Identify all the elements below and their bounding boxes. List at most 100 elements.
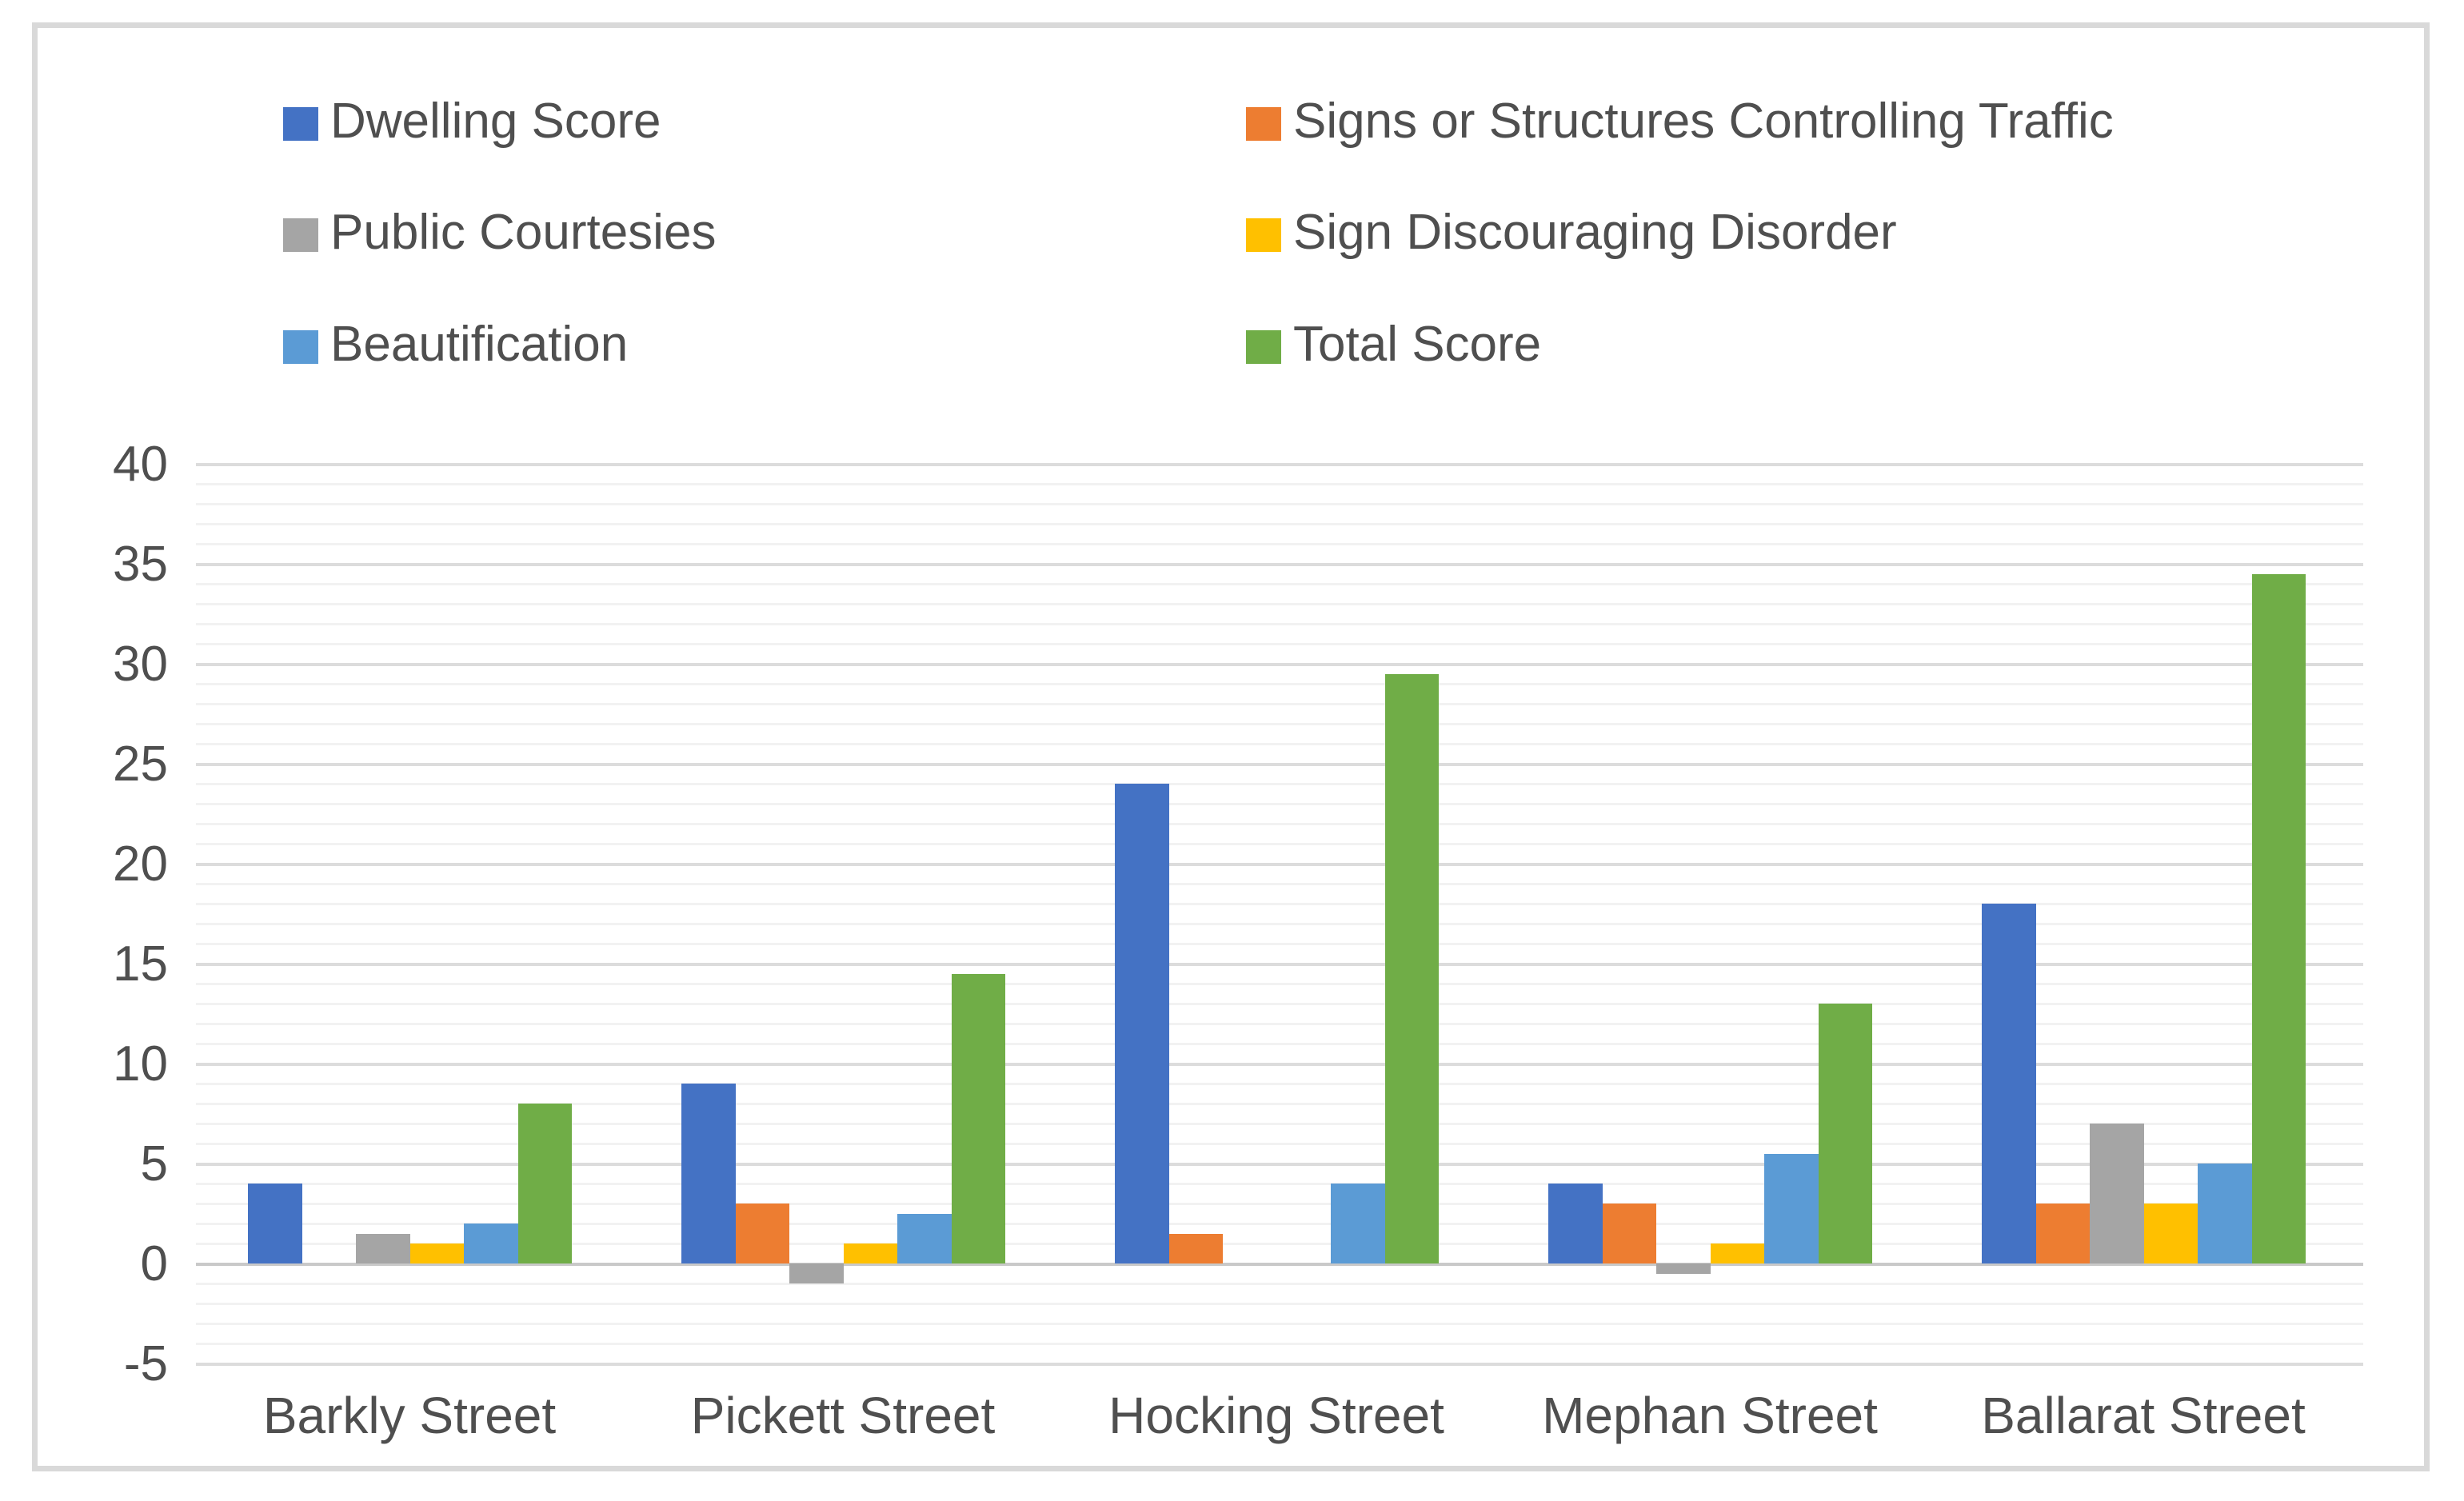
y-tick-label-40: 40 [113, 437, 168, 492]
x-category-label-mephan-street: Mephan Street [1542, 1387, 1878, 1444]
minor-gridline-y38 [196, 503, 2363, 505]
major-gridline-y25 [196, 763, 2363, 766]
minor-gridline-y1 [196, 1243, 2363, 1245]
legend-label-sign-discouraging-disorder: Sign Discouraging Disorder [1293, 205, 1897, 260]
minor-gridline-y16 [196, 943, 2363, 945]
minor-gridline-y31 [196, 643, 2363, 645]
minor-gridline-y6 [196, 1143, 2363, 1145]
bar-sign-discouraging-disorder-mephan-street [1710, 1244, 1764, 1263]
minor-gridline-y18 [196, 903, 2363, 905]
minor-gridline-y12 [196, 1023, 2363, 1025]
bar-beautification-barkly-street [464, 1224, 518, 1263]
minor-gridline-y-2 [196, 1303, 2363, 1305]
y-tick-label-5: 5 [140, 1136, 168, 1192]
legend-item-beautification: Beautification [283, 320, 628, 369]
minor-gridline-y13 [196, 1003, 2363, 1005]
minor-gridline-y2 [196, 1223, 2363, 1225]
legend-swatch-icon-public-courtesies [283, 218, 318, 252]
bar-total-score-pickett-street [951, 973, 1005, 1263]
bar-sign-discouraging-disorder-barkly-street [409, 1244, 464, 1263]
bar-signs-or-structures-controlling-traffic-pickett-street [735, 1204, 789, 1263]
minor-gridline-y11 [196, 1043, 2363, 1045]
y-tick-label-10: 10 [113, 1036, 168, 1092]
bar-total-score-ballarat-street [2251, 573, 2306, 1263]
bar-sign-discouraging-disorder-pickett-street [843, 1244, 897, 1263]
y-tick-label-35: 35 [113, 537, 168, 592]
bar-signs-or-structures-controlling-traffic-mephan-street [1602, 1204, 1656, 1263]
minor-gridline-y21 [196, 843, 2363, 845]
legend-label-beautification: Beautification [330, 317, 629, 372]
bar-dwelling-score-barkly-street [248, 1184, 302, 1263]
legend-label-signs-or-structures-controlling-traffic: Signs or Structures Controlling Traffic [1293, 94, 2114, 149]
legend-item-public-courtesies: Public Courtesies [283, 208, 716, 257]
bar-public-courtesies-ballarat-street [2090, 1124, 2144, 1263]
y-tick-label--5: -5 [123, 1336, 168, 1391]
bar-public-courtesies-mephan-street [1656, 1263, 1711, 1274]
y-tick-label-15: 15 [113, 936, 168, 992]
x-category-label-barkly-street: Barkly Street [262, 1387, 557, 1444]
minor-gridline-y26 [196, 743, 2363, 745]
plot-area [196, 463, 2363, 1366]
minor-gridline-y37 [196, 523, 2363, 525]
minor-gridline-y-3 [196, 1323, 2363, 1325]
y-tick-label-30: 30 [113, 637, 168, 692]
legend-item-dwelling-score: Dwelling Score [283, 97, 661, 146]
bar-dwelling-score-ballarat-street [1982, 904, 2036, 1263]
bar-total-score-barkly-street [517, 1104, 572, 1263]
bar-beautification-ballarat-street [2198, 1164, 2252, 1263]
legend-item-total-score: Total Score [1246, 320, 1541, 369]
bar-sign-discouraging-disorder-ballarat-street [2143, 1204, 2198, 1263]
bar-dwelling-score-mephan-street [1548, 1184, 1603, 1263]
legend-swatch-icon-dwelling-score [283, 107, 318, 141]
major-gridline-y20 [196, 863, 2363, 866]
minor-gridline-y19 [196, 883, 2363, 885]
minor-gridline-y33 [196, 603, 2363, 605]
x-category-label-hocking-street: Hocking Street [1108, 1387, 1444, 1444]
minor-gridline-y-4 [196, 1343, 2363, 1345]
minor-gridline-y4 [196, 1183, 2363, 1185]
y-tick-label-0: 0 [140, 1236, 168, 1291]
minor-gridline-y28 [196, 703, 2363, 705]
minor-gridline-y8 [196, 1103, 2363, 1105]
major-gridline-y10 [196, 1063, 2363, 1066]
minor-gridline-y34 [196, 583, 2363, 585]
legend-swatch-icon-total-score [1246, 330, 1281, 364]
minor-gridline-y7 [196, 1123, 2363, 1125]
bar-total-score-mephan-street [1818, 1004, 1872, 1263]
bar-public-courtesies-barkly-street [356, 1233, 410, 1263]
minor-gridline-y23 [196, 803, 2363, 805]
legend-label-dwelling-score: Dwelling Score [330, 94, 661, 149]
major-gridline-y15 [196, 963, 2363, 966]
bar-total-score-hocking-street [1384, 673, 1439, 1263]
minor-gridline-y27 [196, 723, 2363, 725]
bar-public-courtesies-pickett-street [789, 1263, 844, 1283]
minor-gridline-y32 [196, 623, 2363, 625]
minor-gridline-y9 [196, 1083, 2363, 1085]
x-category-label-pickett-street: Pickett Street [690, 1387, 996, 1444]
legend-swatch-icon-sign-discouraging-disorder [1246, 218, 1281, 252]
legend-label-total-score: Total Score [1293, 317, 1542, 372]
bar-signs-or-structures-controlling-traffic-ballarat-street [2035, 1204, 2090, 1263]
legend-item-signs-or-structures-controlling-traffic: Signs or Structures Controlling Traffic [1246, 97, 2114, 146]
minor-gridline-y24 [196, 783, 2363, 785]
bar-beautification-mephan-street [1764, 1153, 1819, 1263]
legend-label-public-courtesies: Public Courtesies [330, 205, 717, 260]
major-gridline-y-5 [196, 1363, 2363, 1366]
y-tick-label-25: 25 [113, 737, 168, 792]
bar-signs-or-structures-controlling-traffic-hocking-street [1168, 1233, 1223, 1263]
legend-item-sign-discouraging-disorder: Sign Discouraging Disorder [1246, 208, 1897, 257]
x-category-label-ballarat-street: Ballarat Street [1981, 1387, 2306, 1444]
minor-gridline-y22 [196, 823, 2363, 825]
major-gridline-y40 [196, 463, 2363, 466]
minor-gridline-y17 [196, 923, 2363, 925]
bar-dwelling-score-hocking-street [1115, 784, 1169, 1263]
major-gridline-y5 [196, 1163, 2363, 1166]
axis-baseline-y0 [196, 1263, 2363, 1266]
major-gridline-y30 [196, 663, 2363, 666]
minor-gridline-y3 [196, 1203, 2363, 1205]
legend-swatch-icon-signs-or-structures-controlling-traffic [1246, 107, 1281, 141]
y-tick-label-20: 20 [113, 836, 168, 892]
minor-gridline-y39 [196, 483, 2363, 485]
minor-gridline-y14 [196, 983, 2363, 985]
